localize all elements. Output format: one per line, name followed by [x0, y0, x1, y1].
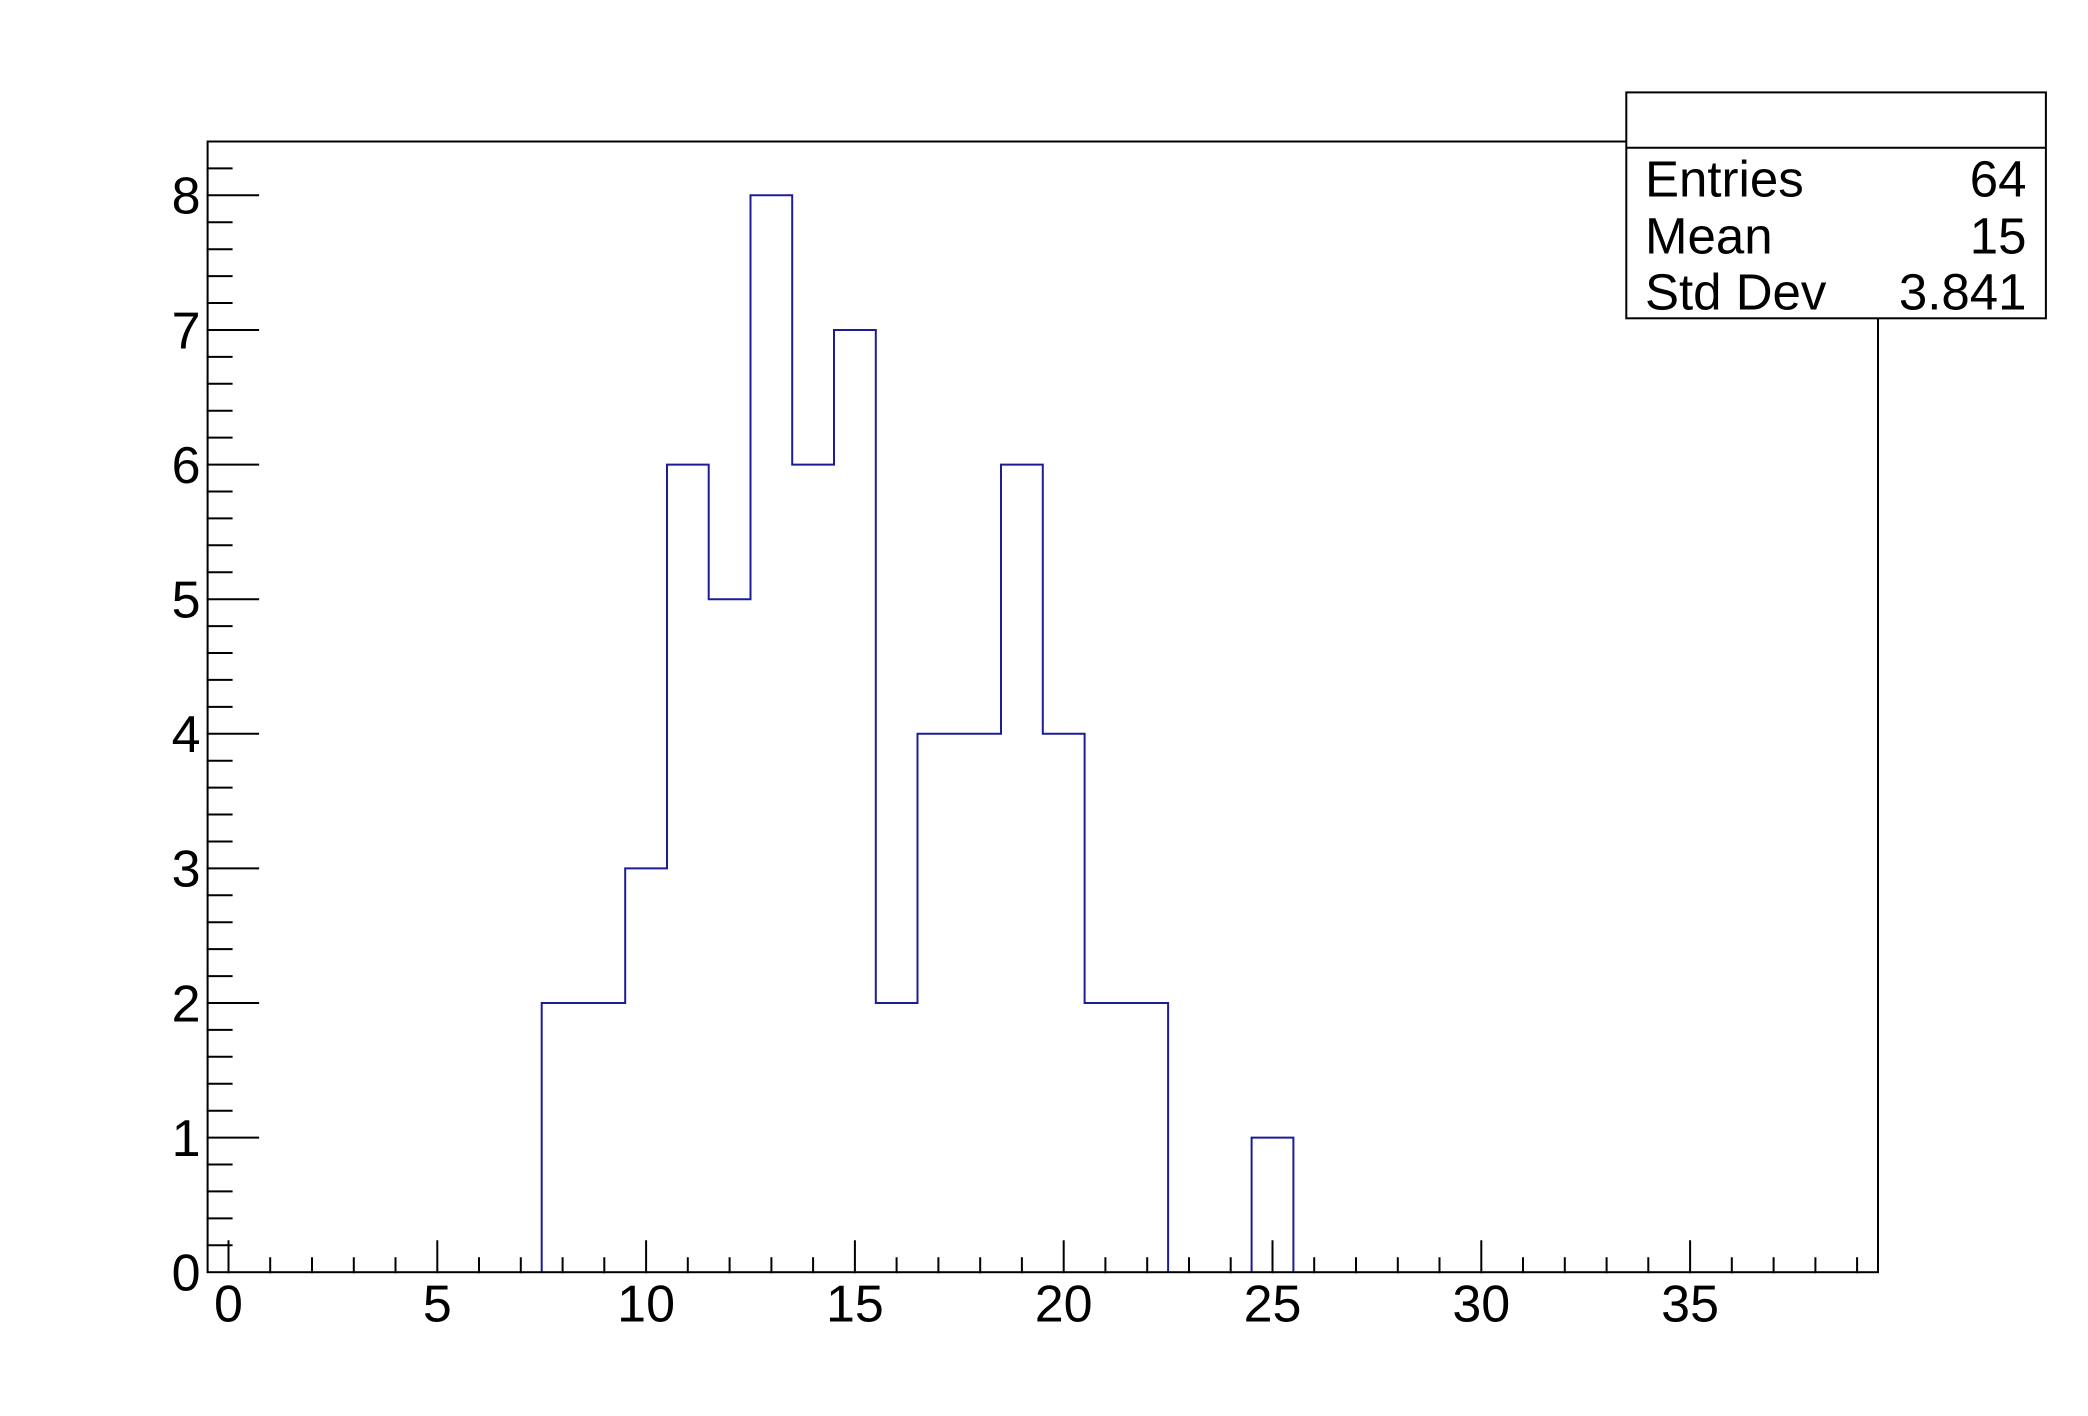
- svg-text:0: 0: [172, 1245, 201, 1303]
- svg-text:1: 1: [172, 1110, 201, 1168]
- svg-text:Entries: Entries: [1645, 151, 1804, 208]
- svg-text:5: 5: [423, 1276, 452, 1334]
- svg-text:Mean: Mean: [1645, 208, 1773, 265]
- svg-text:2: 2: [172, 975, 201, 1033]
- svg-text:0: 0: [214, 1276, 243, 1334]
- svg-text:20: 20: [1035, 1276, 1093, 1334]
- svg-text:15: 15: [826, 1276, 884, 1334]
- svg-text:7: 7: [172, 302, 201, 360]
- svg-text:Std Dev: Std Dev: [1645, 264, 1827, 321]
- svg-text:4: 4: [172, 706, 201, 764]
- svg-text:8: 8: [172, 168, 201, 226]
- svg-text:35: 35: [1661, 1276, 1719, 1334]
- svg-text:25: 25: [1244, 1276, 1302, 1334]
- svg-text:64: 64: [1970, 151, 2027, 208]
- svg-text:15: 15: [1970, 208, 2027, 265]
- svg-text:5: 5: [172, 572, 201, 630]
- svg-text:30: 30: [1452, 1276, 1510, 1334]
- svg-text:3: 3: [172, 841, 201, 899]
- svg-text:3.841: 3.841: [1899, 264, 2027, 321]
- svg-text:10: 10: [617, 1276, 675, 1334]
- svg-text:6: 6: [172, 437, 201, 495]
